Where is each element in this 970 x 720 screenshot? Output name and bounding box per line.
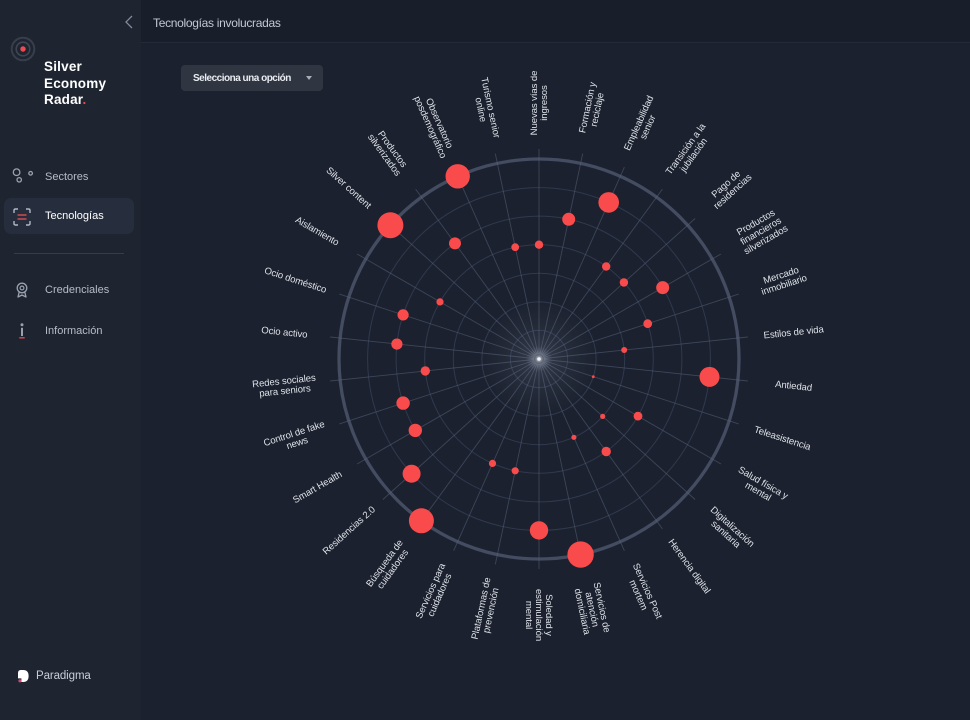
- svg-text:Servicios Postmortem: Servicios Postmortem: [621, 562, 665, 625]
- svg-text:Soledad yestimulaciónmental: Soledad yestimulaciónmental: [523, 589, 554, 641]
- svg-text:Búsqueda decuidadores: Búsqueda decuidadores: [364, 538, 414, 595]
- svg-text:Ocio doméstico: Ocio doméstico: [263, 265, 328, 295]
- svg-text:Pago deresidencias: Pago deresidencias: [705, 164, 755, 212]
- svg-text:Redes socialespara seniors: Redes socialespara seniors: [252, 373, 318, 401]
- svg-text:Observatorioposdemográfico: Observatorioposdemográfico: [411, 91, 457, 161]
- svg-text:Transición a lajubilación: Transición a lajubilación: [664, 121, 717, 183]
- svg-text:Salud física ymental: Salud física ymental: [731, 465, 790, 511]
- svg-text:Herencia digital: Herencia digital: [666, 537, 713, 596]
- svg-text:Control de fakenews: Control de fakenews: [262, 419, 329, 459]
- svg-text:Servicios paracuidadores: Servicios paracuidadores: [414, 561, 458, 624]
- svg-text:Aislamiento: Aislamiento: [293, 215, 341, 249]
- svg-text:Ocio activo: Ocio activo: [261, 325, 308, 341]
- svg-text:Empleabilidadsenior: Empleabilidadsenior: [622, 94, 665, 156]
- svg-text:Productossilverizados: Productossilverizados: [365, 126, 411, 178]
- svg-text:Digitalizaciónsanitaria: Digitalizaciónsanitaria: [701, 505, 756, 557]
- svg-text:Formación yreciclaje: Formación yreciclaje: [577, 81, 608, 136]
- svg-text:Silver content: Silver content: [324, 165, 374, 211]
- svg-text:Mercadoinmobiliario: Mercadoinmobiliario: [757, 263, 809, 298]
- svg-text:Teleasistencia: Teleasistencia: [753, 424, 813, 453]
- svg-text:Estilos de vida: Estilos de vida: [763, 324, 825, 341]
- svg-text:Servicios deatencióndomiciliar: Servicios deatencióndomiciliaria: [571, 581, 612, 637]
- svg-text:Plataformas deprevención: Plataformas deprevención: [470, 576, 504, 642]
- svg-text:Residencias 2.0: Residencias 2.0: [321, 504, 378, 557]
- svg-text:Turismo senioronline: Turismo senioronline: [468, 76, 502, 142]
- svg-text:Antiedad: Antiedad: [775, 379, 813, 394]
- svg-text:Productosfinancierossilverizad: Productosfinancierossilverizados: [732, 206, 790, 257]
- svg-text:Smart Health: Smart Health: [291, 469, 344, 506]
- svg-text:Nuevas vías deingresos: Nuevas vías deingresos: [529, 71, 550, 136]
